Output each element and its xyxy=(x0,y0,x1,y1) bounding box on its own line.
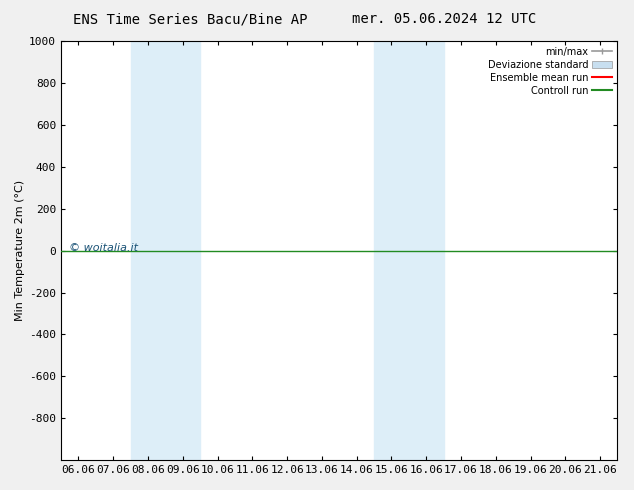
Text: mer. 05.06.2024 12 UTC: mer. 05.06.2024 12 UTC xyxy=(352,12,536,26)
Bar xyxy=(131,41,200,460)
Bar xyxy=(374,41,444,460)
Y-axis label: Min Temperature 2m (°C): Min Temperature 2m (°C) xyxy=(15,180,25,321)
Legend: min/max, Deviazione standard, Ensemble mean run, Controll run: min/max, Deviazione standard, Ensemble m… xyxy=(484,43,616,99)
Text: © woitalia.it: © woitalia.it xyxy=(69,244,138,253)
Text: ENS Time Series Bacu/Bine AP: ENS Time Series Bacu/Bine AP xyxy=(73,12,307,26)
